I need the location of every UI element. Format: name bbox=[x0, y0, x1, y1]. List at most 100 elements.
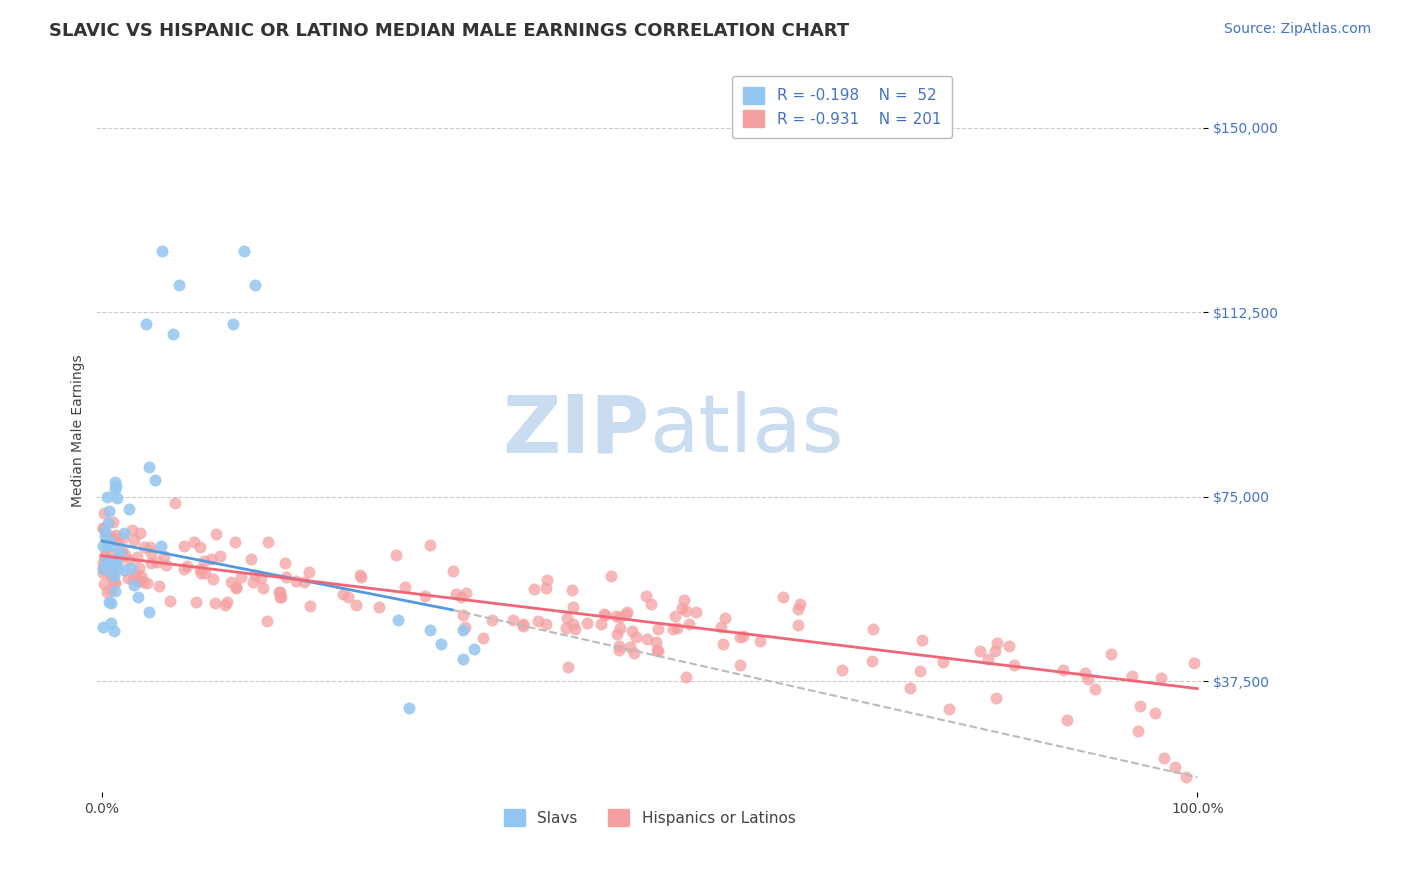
Point bbox=[349, 568, 371, 582]
Point bbox=[96, 554, 118, 568]
Point bbox=[673, 593, 696, 607]
Point bbox=[104, 482, 127, 496]
Point bbox=[711, 637, 734, 651]
Point bbox=[217, 595, 239, 609]
Point bbox=[900, 681, 922, 696]
Point bbox=[862, 622, 884, 636]
Point bbox=[1084, 681, 1107, 696]
Point bbox=[984, 644, 1007, 658]
Point bbox=[252, 581, 274, 595]
Point bbox=[998, 639, 1021, 653]
Point bbox=[555, 621, 578, 635]
Point bbox=[107, 552, 129, 566]
Point bbox=[969, 644, 991, 658]
Point bbox=[93, 577, 115, 591]
Point bbox=[153, 549, 176, 563]
Point bbox=[93, 559, 115, 574]
Point bbox=[98, 595, 121, 609]
Point bbox=[120, 560, 142, 574]
Point bbox=[1129, 698, 1152, 713]
Point bbox=[250, 571, 273, 585]
Point bbox=[450, 591, 472, 605]
Point bbox=[454, 619, 477, 633]
Point bbox=[367, 599, 389, 614]
Point bbox=[121, 572, 143, 586]
Point bbox=[94, 548, 117, 562]
Point bbox=[1153, 750, 1175, 764]
Point bbox=[186, 595, 208, 609]
Point bbox=[636, 632, 658, 646]
Point bbox=[122, 578, 145, 592]
Point bbox=[150, 244, 173, 258]
Point bbox=[190, 566, 212, 581]
Point bbox=[132, 575, 155, 590]
Point bbox=[419, 538, 441, 552]
Point bbox=[214, 598, 236, 612]
Point bbox=[938, 702, 960, 716]
Point bbox=[1182, 656, 1205, 670]
Point bbox=[1074, 665, 1097, 680]
Point bbox=[730, 657, 752, 672]
Point bbox=[108, 545, 131, 559]
Point bbox=[118, 501, 141, 516]
Point bbox=[98, 504, 121, 518]
Point bbox=[512, 616, 534, 631]
Point bbox=[1128, 723, 1150, 738]
Point bbox=[523, 582, 546, 596]
Point bbox=[592, 607, 614, 621]
Text: Source: ZipAtlas.com: Source: ZipAtlas.com bbox=[1223, 22, 1371, 37]
Point bbox=[117, 571, 139, 585]
Point bbox=[193, 554, 215, 568]
Point bbox=[93, 506, 115, 520]
Point bbox=[269, 585, 291, 599]
Point bbox=[555, 611, 578, 625]
Point bbox=[710, 620, 733, 634]
Point bbox=[561, 599, 583, 614]
Point bbox=[647, 622, 669, 636]
Point bbox=[105, 528, 128, 542]
Point bbox=[599, 569, 621, 583]
Point bbox=[107, 561, 129, 575]
Point bbox=[188, 562, 211, 576]
Point bbox=[225, 581, 247, 595]
Point bbox=[96, 538, 118, 552]
Point bbox=[100, 582, 122, 597]
Point bbox=[789, 598, 811, 612]
Point bbox=[645, 642, 668, 657]
Point bbox=[103, 516, 125, 530]
Point bbox=[245, 278, 267, 293]
Point bbox=[534, 617, 557, 632]
Point bbox=[387, 613, 409, 627]
Text: atlas: atlas bbox=[650, 392, 844, 469]
Point bbox=[100, 539, 122, 553]
Point bbox=[772, 590, 794, 604]
Point bbox=[986, 636, 1008, 650]
Point bbox=[103, 575, 125, 590]
Point bbox=[1164, 760, 1187, 774]
Point bbox=[728, 630, 751, 644]
Point bbox=[1150, 672, 1173, 686]
Point bbox=[94, 524, 117, 538]
Point bbox=[607, 640, 630, 654]
Point bbox=[143, 474, 166, 488]
Point bbox=[1052, 663, 1074, 677]
Point bbox=[332, 587, 354, 601]
Point bbox=[209, 549, 232, 563]
Point bbox=[100, 547, 122, 561]
Point bbox=[221, 575, 243, 590]
Point bbox=[557, 659, 579, 673]
Point bbox=[100, 569, 122, 583]
Point bbox=[124, 566, 146, 581]
Point bbox=[100, 564, 122, 578]
Point bbox=[97, 533, 120, 548]
Point bbox=[233, 244, 256, 258]
Point bbox=[453, 623, 475, 637]
Point bbox=[225, 580, 247, 594]
Point bbox=[135, 318, 157, 332]
Point bbox=[91, 566, 114, 580]
Point bbox=[167, 278, 190, 293]
Point bbox=[337, 590, 360, 604]
Point bbox=[932, 656, 955, 670]
Point bbox=[1121, 669, 1143, 683]
Point bbox=[127, 590, 149, 604]
